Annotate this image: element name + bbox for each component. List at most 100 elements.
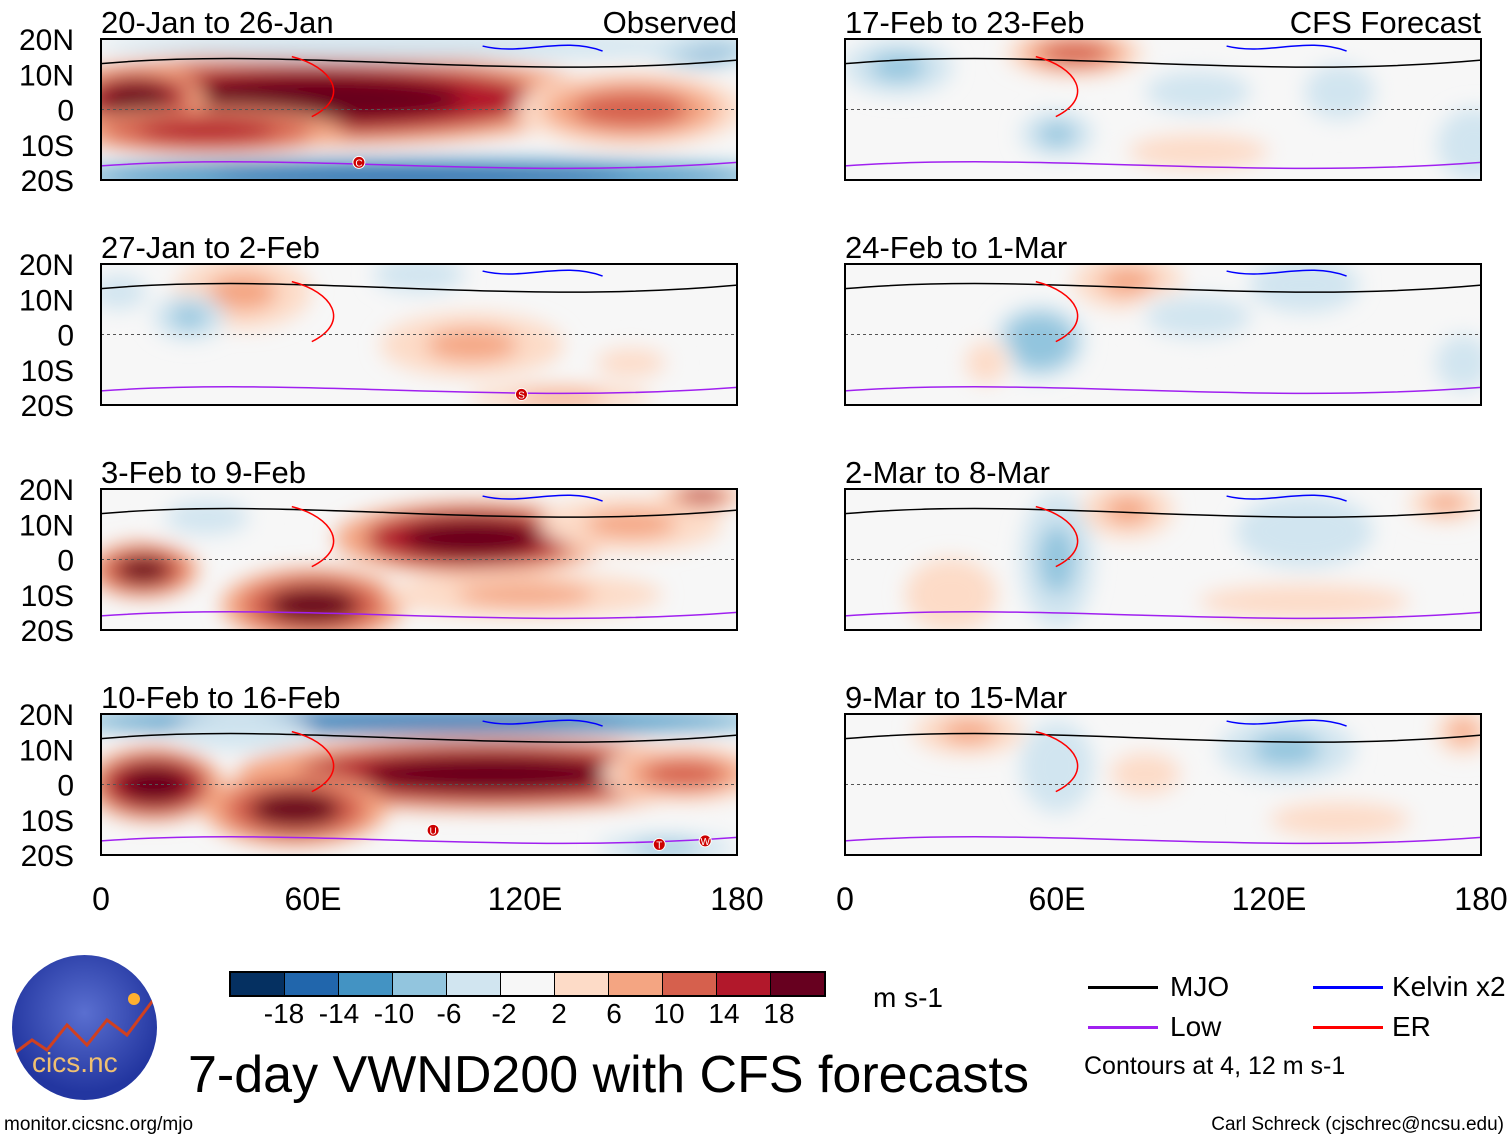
anomaly-region <box>258 39 580 53</box>
legend-label-er: ER <box>1392 1011 1431 1042</box>
storm-marker-icon <box>652 837 666 851</box>
y-tick-label: 10S <box>21 130 74 163</box>
anomaly-region <box>1104 496 1151 524</box>
panel-title: 17-Feb to 23-Feb <box>845 5 1085 40</box>
anomaly-region <box>1163 303 1233 331</box>
legend-line-kelvin <box>1313 986 1383 989</box>
source-url[interactable]: monitor.cicsnc.org/mjo <box>4 1114 194 1135</box>
y-tick-label: 20S <box>21 390 74 423</box>
kelvin-contour <box>482 494 603 502</box>
y-tick-label: 20S <box>21 840 74 873</box>
colorbar-swatch <box>231 973 285 995</box>
storm-marker-icon <box>352 155 366 169</box>
anomaly-region <box>870 53 926 81</box>
x-tick-label: 60E <box>1029 881 1086 917</box>
mjo-contour <box>845 507 1481 518</box>
panel-title: 2-Mar to 8-Mar <box>845 455 1050 490</box>
map-panels: C20-Jan to 26-Jan Observed20N10N010S20S17… <box>19 5 1508 917</box>
storm-marker-icon <box>426 823 440 837</box>
panel-title: 3-Feb to 9-Feb <box>101 455 306 490</box>
panel-title: 10-Feb to 16-Feb <box>101 680 341 715</box>
colorbar-swatch <box>285 973 339 995</box>
colorbar-tick: 6 <box>606 998 622 1029</box>
colorbar-swatch <box>717 973 771 995</box>
y-tick-label: 20N <box>19 24 74 57</box>
anomaly-region <box>1444 344 1481 382</box>
y-tick-label: 20S <box>21 165 74 198</box>
anomaly-region <box>1449 720 1478 744</box>
anomaly-region <box>1235 590 1374 614</box>
anomaly-region <box>207 722 277 741</box>
kelvin-contour <box>482 719 603 727</box>
anomaly-region <box>1038 122 1076 146</box>
y-tick-label: 10S <box>21 355 74 388</box>
storm-label: U <box>430 826 437 837</box>
anomaly-region <box>363 755 616 793</box>
anomaly-region <box>1455 126 1481 164</box>
colorbar-swatch <box>771 973 824 995</box>
storm-label: C <box>355 158 362 169</box>
anomaly-region <box>403 520 541 557</box>
colorbar-swatch <box>393 973 447 995</box>
y-tick-label: 20N <box>19 474 74 507</box>
anomaly-region <box>642 760 726 788</box>
legend-line-low <box>1088 1026 1158 1029</box>
anomaly-region <box>928 576 974 614</box>
y-tick-label: 0 <box>57 770 74 803</box>
legend-label-mjo: MJO <box>1170 971 1230 1002</box>
colorbar-tick: -18 <box>263 998 305 1029</box>
y-tick-label: 20N <box>19 249 74 282</box>
y-tick-label: 10N <box>19 509 74 542</box>
colorbar-tick: -2 <box>491 998 517 1029</box>
colorbar-swatch <box>447 973 501 995</box>
kelvin-contour <box>482 269 603 277</box>
mjo-contour <box>101 732 737 743</box>
anomaly-region <box>1100 267 1156 296</box>
anomaly-region <box>138 119 276 143</box>
er-contour <box>291 55 335 118</box>
anomaly-region <box>267 586 359 624</box>
anomaly-region <box>249 790 342 828</box>
mjo-contour <box>101 507 737 518</box>
colorbar-tick: 2 <box>551 998 567 1029</box>
anomaly-region <box>1427 493 1465 513</box>
legend-line-mjo <box>1088 986 1158 989</box>
anomaly-region <box>1252 733 1322 766</box>
contour-note: Contours at 4, 12 m s-1 <box>1084 1052 1346 1080</box>
er-contour <box>1035 55 1079 118</box>
low-contour <box>101 386 737 395</box>
y-tick-label: 20N <box>19 699 74 732</box>
low-contour <box>101 161 737 170</box>
anomaly-region <box>1122 760 1169 788</box>
anomaly-region <box>212 714 626 728</box>
anomaly-region <box>1163 78 1233 106</box>
y-tick-label: 20S <box>21 615 74 648</box>
colorbar-tick: 18 <box>763 998 795 1029</box>
colorbar-swatch <box>339 973 393 995</box>
er-contour <box>291 280 335 343</box>
anomaly-region <box>1038 743 1076 790</box>
storm-label: W <box>700 837 710 848</box>
colorbar-units: m s-1 <box>873 982 943 1013</box>
y-tick-label: 10S <box>21 805 74 838</box>
panel-title: 20-Jan to 26-Jan <box>101 5 334 40</box>
figure-title: 7-day VWND200 with CFS forecasts <box>188 1046 1029 1104</box>
anomaly-region <box>179 505 235 529</box>
anomaly-region <box>1040 41 1110 65</box>
colorbar-swatch <box>663 973 717 995</box>
kelvin-contour <box>1226 44 1347 52</box>
colorbar-tick: 14 <box>708 998 740 1029</box>
mjo-contour <box>845 282 1481 293</box>
kelvin-contour <box>1226 269 1347 277</box>
low-contour <box>845 386 1481 395</box>
anomaly-region <box>678 489 725 503</box>
anomaly-region <box>1016 323 1063 360</box>
panel-frame <box>100 263 738 406</box>
storm-marker-icon <box>698 834 712 848</box>
y-tick-label: 10S <box>21 580 74 613</box>
panel-frame <box>100 488 738 631</box>
x-tick-label: 180 <box>1454 881 1507 917</box>
mjo-contour <box>845 57 1481 68</box>
colorbar-tick: -14 <box>318 998 360 1029</box>
